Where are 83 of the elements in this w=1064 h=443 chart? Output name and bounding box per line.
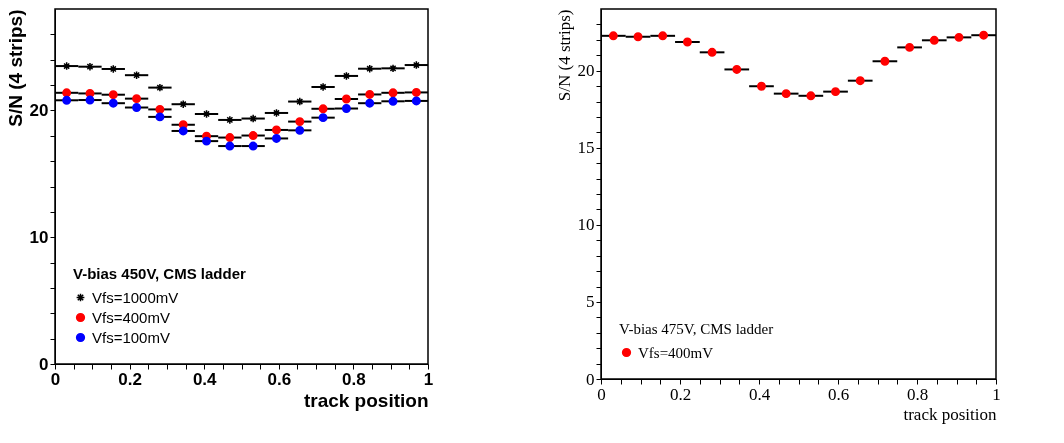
y-tick-label: 10: [29, 227, 49, 247]
y-tick-label: 15: [577, 138, 595, 158]
point: [341, 104, 351, 113]
point: [781, 89, 791, 99]
point: [365, 98, 375, 108]
point: [202, 109, 211, 119]
x-tick-label: 0.8: [906, 384, 929, 404]
point: [929, 35, 939, 45]
point: [155, 112, 165, 122]
point: [608, 31, 618, 41]
x-tick-label: 0.8: [342, 369, 366, 389]
point: [178, 126, 188, 136]
point: [954, 32, 964, 42]
point: [633, 32, 643, 42]
point: [905, 42, 915, 52]
point: [295, 97, 305, 107]
point: [225, 115, 235, 125]
legend-label: Vfs=400mV: [92, 308, 170, 326]
point: [806, 91, 816, 101]
point: [979, 30, 989, 40]
y-tick-label: 10: [577, 215, 595, 235]
y-tick-label: 20: [29, 100, 49, 120]
y-tick-label: 0: [39, 354, 49, 374]
x-tick-label: 0.6: [827, 384, 850, 404]
x-tick-label: 0.2: [118, 369, 142, 389]
point: [272, 108, 281, 118]
point: [108, 98, 118, 108]
point: [732, 64, 742, 74]
point: [658, 31, 668, 41]
point: [225, 133, 235, 143]
x-tick-label: 0.4: [748, 384, 771, 404]
x-tick-label: 0.6: [267, 369, 292, 389]
point: [178, 99, 188, 109]
x-tick-label: 0.2: [669, 384, 692, 404]
point: [388, 96, 398, 106]
legend-label: Vfs=400mV: [638, 344, 714, 361]
point: [62, 88, 72, 98]
point: [831, 87, 840, 97]
point: [248, 131, 258, 140]
y-tick-label: 20: [577, 61, 595, 81]
x-axis-title: track position: [903, 404, 997, 424]
point: [388, 88, 398, 98]
point: [132, 94, 142, 104]
point: [411, 96, 421, 106]
x-axis-title: track position: [303, 389, 429, 411]
y-tick-label: 5: [586, 292, 595, 312]
y-axis-title: S/N (4 strips): [554, 9, 574, 102]
legend-label: Vfs=1000mV: [92, 288, 179, 306]
x-tick-label: 1: [423, 369, 434, 389]
point: [707, 47, 717, 57]
legend-title: V-bias 475V, CMS ladder: [619, 321, 774, 337]
point: [757, 81, 766, 91]
x-tick-label: 1: [992, 384, 1001, 404]
point: [62, 95, 72, 105]
point: [855, 76, 865, 86]
point: [341, 94, 351, 104]
point: [388, 63, 398, 73]
point: [248, 114, 258, 123]
point: [132, 70, 142, 80]
point: [272, 134, 281, 143]
point: [318, 104, 328, 114]
point: [318, 113, 328, 123]
point: [202, 136, 211, 146]
point: [295, 117, 305, 127]
point: [682, 37, 692, 47]
point: [880, 56, 890, 66]
point: [295, 125, 305, 135]
point: [272, 125, 281, 135]
legend-label: Vfs=100mV: [92, 328, 170, 346]
point: [132, 103, 142, 112]
point: [108, 90, 118, 100]
point: [248, 141, 258, 151]
y-axis-title: S/N (4 strips): [4, 9, 26, 127]
legend-title: V-bias 450V, CMS ladder: [73, 265, 247, 282]
point: [225, 141, 235, 151]
point: [85, 95, 95, 105]
x-tick-label: 0.4: [192, 369, 218, 389]
point: [365, 64, 375, 74]
point: [365, 90, 375, 99]
point: [155, 83, 165, 93]
point: [155, 104, 165, 114]
point: [85, 62, 95, 72]
point: [411, 87, 421, 97]
